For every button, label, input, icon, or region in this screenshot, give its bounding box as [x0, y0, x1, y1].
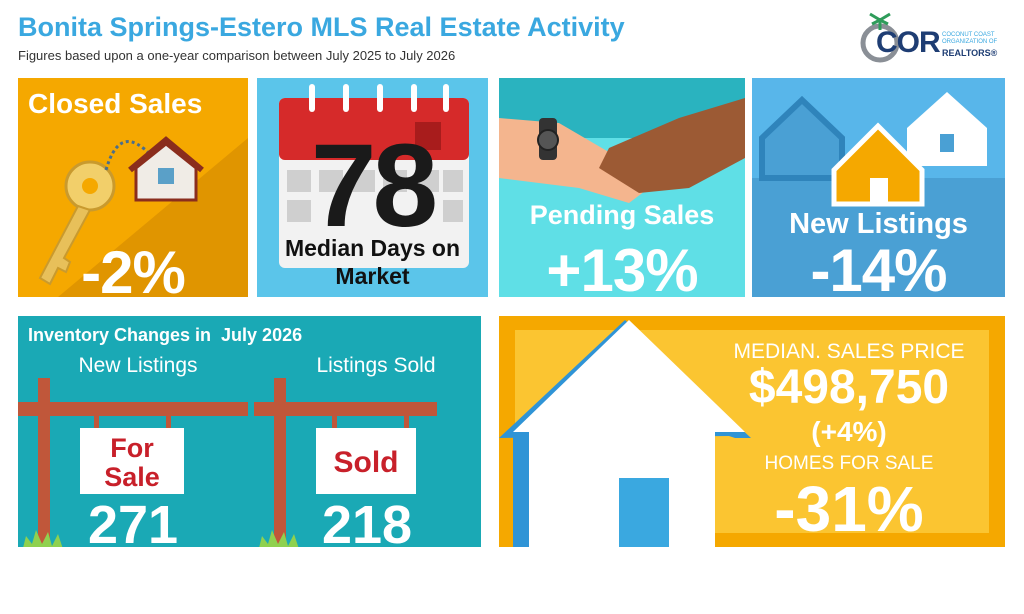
decoration: [18, 402, 248, 416]
new-listings-panel: New Listings -14%: [752, 78, 1005, 297]
decoration: [443, 170, 463, 192]
pending-value: +13%: [546, 237, 698, 297]
decoration: [158, 168, 174, 184]
decoration: [309, 84, 315, 112]
closed-sales-panel: Closed Sales -2%: [18, 78, 248, 297]
decoration: [287, 170, 463, 222]
decoration: [23, 530, 63, 547]
key-illustration: [38, 136, 248, 297]
decoration: [82, 178, 98, 194]
decoration: [869, 12, 891, 30]
decoration: [870, 178, 888, 202]
house-illustration: [499, 320, 989, 547]
decoration: [287, 200, 311, 222]
calendar-illustration: [279, 84, 469, 268]
new-listings-value: -14%: [810, 237, 947, 297]
closed-sales-value: -2%: [81, 239, 186, 297]
decoration: [343, 84, 349, 112]
decoration: [38, 204, 92, 286]
decoration: [332, 414, 337, 432]
logo-org: COCONUT COAST ORGANIZATION OF: [942, 32, 998, 45]
inventory-panel: Inventory Changes in July 2026 New Listi…: [18, 316, 481, 547]
decoration: [94, 414, 99, 432]
decoration: [316, 428, 416, 494]
decoration: [377, 84, 383, 112]
houses-illustration: [752, 78, 1005, 207]
inventory-value: 271: [87, 495, 179, 547]
decoration: [309, 84, 449, 112]
decoration: [38, 378, 50, 547]
pending-panel: Pending Sales +13%: [499, 78, 745, 297]
days-panel: 78 Median Days on Market: [257, 78, 488, 297]
title: Bonita Springs-Estero MLS Real Estate Ac…: [18, 12, 625, 42]
decoration: [18, 378, 437, 547]
decoration: [443, 200, 463, 222]
new-listings-title: New Listings: [789, 208, 968, 240]
decoration: [411, 84, 417, 112]
decoration: [259, 530, 299, 547]
logo-icon: [860, 12, 900, 63]
price-value: $498,750: [748, 361, 950, 414]
decoration: [351, 170, 375, 192]
subtitle: Figures based upon a one-year comparison…: [18, 48, 456, 63]
decoration: [128, 136, 204, 173]
decoration: [499, 118, 649, 203]
decoration: [287, 170, 311, 192]
logo: COR COCONUT COAST ORGANIZATION OF REALTO…: [858, 10, 1018, 68]
decoration: [274, 378, 286, 547]
price-label: MEDIAN. SALES PRICE: [733, 340, 965, 363]
decoration: [166, 414, 171, 432]
decoration: [254, 402, 437, 416]
decoration: [415, 170, 439, 192]
decoration: [599, 98, 745, 193]
decoration: [907, 92, 987, 166]
price-change: (+4%): [811, 416, 887, 447]
inventory-title: Inventory Changes in July 2026: [28, 325, 303, 345]
decoration: [415, 122, 441, 150]
inventory-value: 218: [321, 495, 413, 547]
logo-realtors: REALTORS®: [942, 48, 998, 58]
closed-sales-title: Closed Sales: [28, 88, 203, 119]
signs-illustration: [18, 378, 437, 547]
column-heading: Listings Sold: [316, 354, 436, 377]
homes-change: -31%: [774, 473, 924, 545]
decoration: [383, 170, 407, 192]
decoration: [319, 170, 343, 192]
decoration: [537, 129, 559, 151]
decoration: [759, 95, 845, 181]
logo-mark: COR: [876, 26, 941, 59]
decoration: [104, 140, 154, 179]
column-heading: New Listings: [78, 354, 198, 377]
decoration: [80, 428, 184, 494]
pending-title: Pending Sales: [529, 200, 715, 230]
decoration: [404, 414, 409, 432]
decoration: [831, 122, 925, 207]
decoration: [940, 134, 954, 152]
sign-text: For Sale: [104, 433, 160, 492]
decoration: [58, 138, 248, 297]
sign-text: Sold: [333, 446, 399, 479]
handshake-illustration: [499, 78, 745, 203]
price-panel: MEDIAN. SALES PRICE $498,750 (+4%) HOMES…: [499, 316, 1005, 547]
decoration: [513, 320, 745, 432]
decoration: [513, 432, 529, 547]
homes-label: HOMES FOR SALE: [764, 453, 934, 474]
days-label: Median Days on Market: [284, 235, 461, 289]
days-value: 78: [310, 120, 438, 252]
decoration: [443, 84, 449, 112]
decoration: [619, 478, 669, 547]
